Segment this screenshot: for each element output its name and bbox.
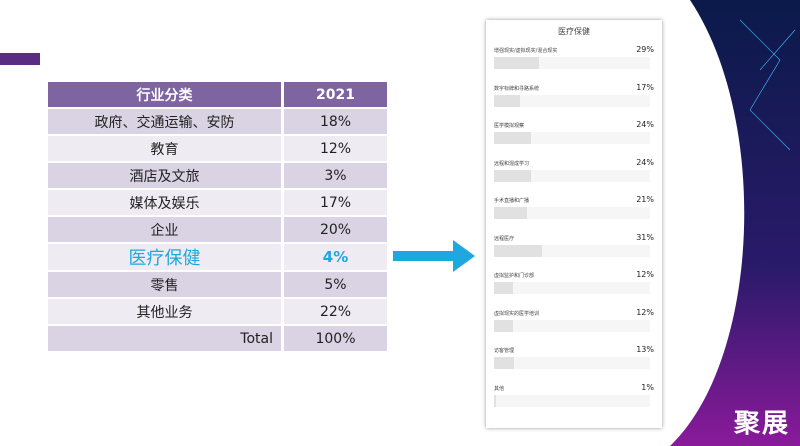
- progress-track: [494, 57, 650, 69]
- item-label: 虚拟现实的医学培训: [494, 310, 540, 317]
- table-row: 零售 5%: [48, 272, 387, 297]
- progress-fill: [494, 394, 496, 407]
- progress-track: [494, 357, 650, 369]
- progress-track: [494, 394, 650, 407]
- panel-item: 增强现实/虚拟现实/混合现实 29%: [494, 45, 654, 83]
- row-value: 3%: [284, 163, 387, 188]
- item-value: 12%: [636, 307, 654, 317]
- progress-track: [494, 132, 650, 144]
- panel-item: 虚拟监护和门诊部 12%: [494, 270, 654, 308]
- panel-item: 数字标牌和寻路系统 17%: [494, 83, 654, 121]
- item-value: 24%: [636, 157, 654, 167]
- table-row: 医疗保健 4%: [48, 244, 387, 270]
- row-category: 政府、交通运输、安防: [48, 109, 284, 134]
- item-label: 远程和混成学习: [494, 160, 530, 167]
- table-row: 媒体及娱乐 17%: [48, 190, 387, 215]
- header-year: 2021: [284, 82, 387, 107]
- progress-fill: [494, 244, 543, 257]
- row-value: 17%: [284, 190, 387, 215]
- panel-title: 医疗保健: [558, 27, 590, 36]
- progress-fill: [494, 357, 515, 369]
- item-value: 24%: [636, 120, 654, 129]
- progress-track: [494, 207, 650, 219]
- row-value: 20%: [284, 217, 387, 242]
- row-value: 4%: [284, 244, 387, 270]
- item-label: 医学模拟观察: [494, 123, 525, 129]
- row-category: 酒店及文旅: [48, 163, 284, 188]
- row-category: 其他业务: [48, 299, 284, 324]
- table-row: 政府、交通运输、安防 18%: [48, 109, 387, 134]
- item-value: 17%: [636, 82, 654, 92]
- row-category: 零售: [48, 272, 284, 297]
- item-label: 数字标牌和寻路系统: [494, 85, 540, 92]
- row-category: Total: [48, 326, 284, 351]
- item-value: 29%: [636, 45, 654, 54]
- industry-table: 行业分类 2021 政府、交通运输、安防 18% 教育 12% 酒店及文旅 3% 媒体及娱乐 17…: [48, 80, 387, 353]
- item-value: 12%: [636, 270, 654, 279]
- row-category: 医疗保健: [48, 244, 284, 270]
- item-value: 1%: [641, 382, 654, 392]
- row-category: 企业: [48, 217, 284, 242]
- panel-item: 远程医疗 31%: [494, 233, 654, 271]
- row-category: 教育: [48, 136, 284, 161]
- background-graphic: [670, 0, 800, 446]
- panel-item: 医学模拟观察 24%: [494, 120, 654, 158]
- accent-bar: [0, 53, 40, 65]
- arrow-right-icon: [393, 240, 475, 272]
- progress-fill: [494, 132, 532, 144]
- item-value: 31%: [636, 232, 654, 242]
- progress-fill: [494, 169, 532, 182]
- item-label: 访客管理: [494, 348, 515, 354]
- panel-item: 手术直播和广播 21%: [494, 195, 654, 233]
- item-label: 虚拟监护和门诊部: [494, 273, 535, 279]
- progress-fill: [494, 57, 539, 69]
- panel-item: 其他 1%: [494, 383, 654, 421]
- row-value: 12%: [284, 136, 387, 161]
- progress-fill: [494, 207, 527, 219]
- table-row: 教育 12%: [48, 136, 387, 161]
- item-label: 远程医疗: [494, 235, 515, 242]
- table-row: 酒店及文旅 3%: [48, 163, 387, 188]
- header-category: 行业分类: [48, 82, 284, 107]
- item-label: 其他: [494, 385, 505, 392]
- table-header: 行业分类 2021: [48, 82, 387, 107]
- row-value: 100%: [284, 326, 387, 351]
- row-category: 媒体及娱乐: [48, 190, 284, 215]
- progress-track: [494, 94, 650, 107]
- progress-track: [494, 282, 650, 294]
- panel-item: 远程和混成学习 24%: [494, 158, 654, 196]
- item-label: 增强现实/虚拟现实/混合现实: [494, 48, 558, 54]
- progress-track: [494, 244, 650, 257]
- item-value: 13%: [636, 345, 654, 354]
- progress-fill: [494, 319, 513, 332]
- row-value: 22%: [284, 299, 387, 324]
- item-value: 21%: [636, 195, 654, 204]
- table-row: Total 100%: [48, 326, 387, 351]
- panel-item: 虚拟现实的医学培训 12%: [494, 308, 654, 346]
- progress-track: [494, 169, 650, 182]
- progress-track: [494, 319, 650, 332]
- table-row: 企业 20%: [48, 217, 387, 242]
- healthcare-panel: 医疗保健 增强现实/虚拟现实/混合现实 29% 数字标牌和寻路系统 17% 医学模拟观察…: [486, 20, 662, 428]
- panel-item: 访客管理 13%: [494, 345, 654, 383]
- item-label: 手术直播和广播: [494, 198, 530, 204]
- row-value: 18%: [284, 109, 387, 134]
- progress-fill: [494, 94, 521, 107]
- table-row: 其他业务 22%: [48, 299, 387, 324]
- row-value: 5%: [284, 272, 387, 297]
- progress-fill: [494, 282, 513, 294]
- logo: 聚展: [733, 409, 790, 439]
